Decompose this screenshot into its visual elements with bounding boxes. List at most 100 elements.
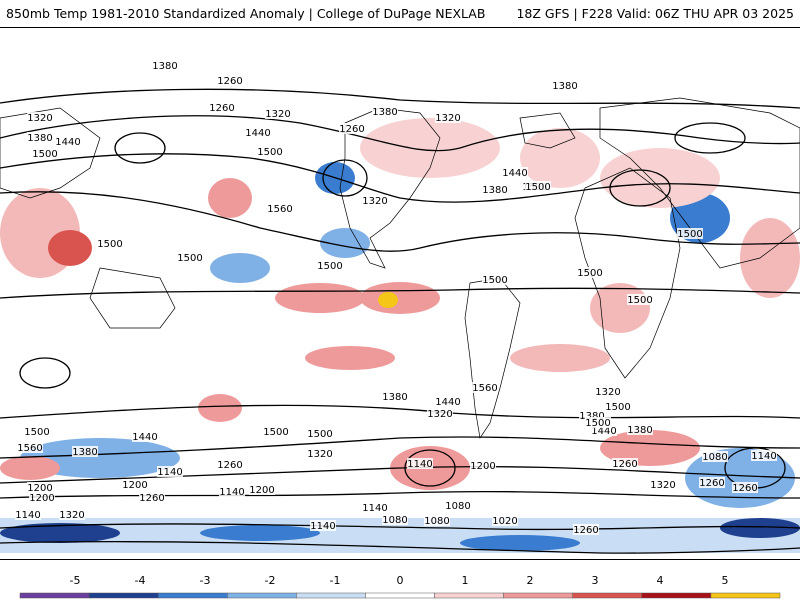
contour-label: 1500 bbox=[525, 182, 550, 193]
contour-label-bg bbox=[17, 442, 43, 453]
contour-label: 1380 bbox=[627, 425, 652, 436]
contour-label-bg bbox=[97, 238, 123, 249]
contour-label-bg bbox=[577, 267, 603, 278]
contour-label-bg bbox=[382, 514, 408, 525]
contour-label-bg bbox=[217, 459, 243, 470]
contour-label: 1500 bbox=[577, 268, 602, 279]
contour-label-bg bbox=[591, 425, 617, 436]
contour-label-bg bbox=[362, 195, 388, 206]
colorbar-segment bbox=[88, 592, 159, 599]
contour-label-bg bbox=[579, 410, 605, 421]
contour-label-bg bbox=[27, 482, 53, 493]
colorbar-tick-label: 2 bbox=[527, 574, 534, 587]
contour-label-bg bbox=[310, 520, 336, 531]
contour-label: 1380 bbox=[552, 81, 577, 92]
contour-label-bg bbox=[27, 112, 53, 123]
contour-label: 1200 bbox=[27, 483, 52, 494]
contour-label-bg bbox=[470, 460, 496, 471]
contour-label-bg bbox=[59, 509, 85, 520]
contour-label: 1140 bbox=[310, 521, 335, 532]
contour-label: 1260 bbox=[732, 483, 757, 494]
contour-label-bg bbox=[612, 458, 638, 469]
contour-label-bg bbox=[435, 112, 461, 123]
contour-label: 1380 bbox=[579, 411, 604, 422]
colorbar-tick-label: 3 bbox=[592, 574, 599, 587]
contour-label: 1200 bbox=[29, 493, 54, 504]
contour-label-bg bbox=[372, 106, 398, 117]
contour-label: 1260 bbox=[612, 459, 637, 470]
contour-label: 1500 bbox=[677, 229, 702, 240]
contour-label: 1140 bbox=[157, 467, 182, 478]
contour-label-bg bbox=[573, 524, 599, 535]
colorbar-tick-label: 4 bbox=[657, 574, 664, 587]
contour-label: 1260 bbox=[573, 525, 598, 536]
colorbar-segment bbox=[434, 592, 504, 599]
colorbar-segment bbox=[365, 592, 435, 599]
contour-label-bg bbox=[751, 450, 777, 461]
contour-label: 1080 bbox=[382, 515, 407, 526]
contour-label-bg bbox=[132, 431, 158, 442]
contour-label-bg bbox=[595, 386, 621, 397]
contour-label: 1260 bbox=[699, 478, 724, 489]
contour-label: 1440 bbox=[502, 168, 527, 179]
contour-label: 1560 bbox=[267, 204, 292, 215]
contour-label-bg bbox=[55, 136, 81, 147]
contour-label-bg bbox=[732, 482, 758, 493]
contour-label: 1500 bbox=[317, 261, 342, 272]
contour-label: 1140 bbox=[751, 451, 776, 462]
contour-label-bg bbox=[445, 500, 471, 511]
contour-label: 1140 bbox=[407, 459, 432, 470]
contour-label-bg bbox=[139, 492, 165, 503]
contour-label-bg bbox=[307, 428, 333, 439]
contour-label-bg bbox=[362, 502, 388, 513]
colorbar-tick-label: -4 bbox=[135, 574, 146, 587]
contour-label-bg bbox=[122, 479, 148, 490]
contour-label: 1320 bbox=[650, 480, 675, 491]
contour-label: 1500 bbox=[627, 295, 652, 306]
contour-label: 1380 bbox=[27, 133, 52, 144]
contour-label-bg bbox=[424, 515, 450, 526]
contour-label: 1320 bbox=[27, 113, 52, 124]
contour-label-bg bbox=[177, 252, 203, 263]
contour-label-bg bbox=[249, 484, 275, 495]
contour-label: 1260 bbox=[209, 103, 234, 114]
colorbar-segment bbox=[503, 592, 573, 599]
contour-label-bg bbox=[152, 60, 178, 71]
contour-label: 1380 bbox=[482, 185, 507, 196]
colorbar-segment bbox=[19, 592, 90, 599]
contour-label-bg bbox=[382, 391, 408, 402]
contour-label-bg bbox=[267, 203, 293, 214]
contour-label-bg bbox=[217, 75, 243, 86]
contour-label-bg bbox=[245, 127, 271, 138]
contour-label: 1260 bbox=[217, 76, 242, 87]
contour-label-bg bbox=[699, 477, 725, 488]
contour-label-bg bbox=[627, 294, 653, 305]
contour-label-bg bbox=[585, 417, 611, 428]
contour-label-bg bbox=[677, 228, 703, 239]
colorbar-segment bbox=[710, 592, 781, 599]
contour-label: 1560 bbox=[472, 383, 497, 394]
run-valid-time: 18Z GFS | F228 Valid: 06Z THU APR 03 202… bbox=[516, 6, 794, 21]
contour-label: 1440 bbox=[132, 432, 157, 443]
contour-label-bg bbox=[339, 123, 365, 134]
contour-label: 1440 bbox=[591, 426, 616, 437]
colorbar-tick-label: -5 bbox=[70, 574, 81, 587]
colorbar-segment bbox=[572, 592, 643, 599]
contour-label: 1320 bbox=[265, 109, 290, 120]
contour-label-bg bbox=[263, 426, 289, 437]
coastlines bbox=[0, 97, 800, 439]
contour-label: 1080 bbox=[445, 501, 470, 512]
contour-label: 1500 bbox=[97, 239, 122, 250]
contour-label: 1440 bbox=[435, 397, 460, 408]
contour-label: 1320 bbox=[427, 409, 452, 420]
contour-label-bg bbox=[157, 466, 183, 477]
contour-label: 1080 bbox=[702, 452, 727, 463]
contour-label: 1140 bbox=[15, 510, 40, 521]
contour-label: 1260 bbox=[339, 124, 364, 135]
contour-label-bg bbox=[219, 486, 245, 497]
contour-label: 1260 bbox=[139, 493, 164, 504]
contour-label: 1500 bbox=[263, 427, 288, 438]
contour-label-bg bbox=[15, 509, 41, 520]
contour-label: 1440 bbox=[55, 137, 80, 148]
